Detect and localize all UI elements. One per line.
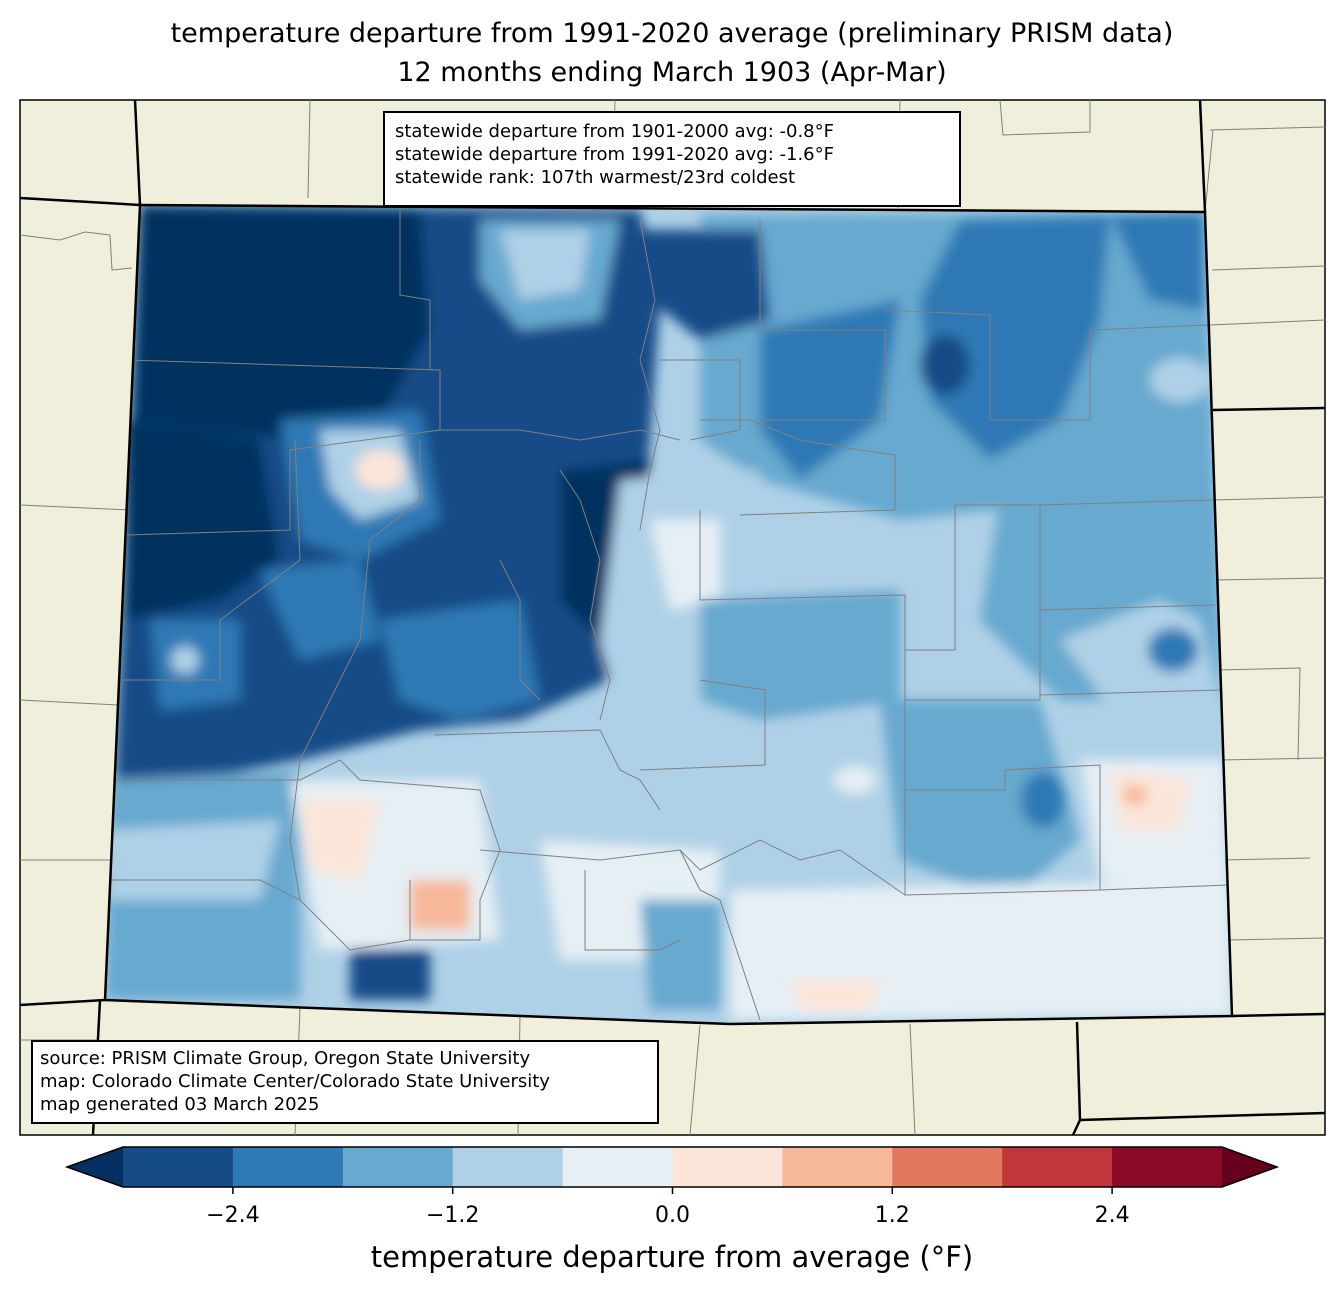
- colorbar-bin: [562, 1147, 673, 1187]
- state-borders: [19, 99, 1326, 1136]
- colorbar: [64, 1146, 1280, 1194]
- colorado-county-lines: [110, 210, 1229, 1021]
- colorbar-bin: [232, 1147, 344, 1187]
- colorbar-bin: [892, 1147, 1003, 1187]
- map-title-line2: 12 months ending March 1903 (Apr-Mar): [397, 57, 947, 88]
- colorbar-extend-high: [1222, 1147, 1277, 1187]
- map-title-line1: temperature departure from 1991-2020 ave…: [170, 18, 1174, 49]
- colorbar-tick-label: −1.2: [425, 1203, 480, 1228]
- credits-generated: map generated 03 March 2025: [40, 1094, 320, 1115]
- colorbar-outline: [64, 1146, 1280, 1188]
- colorbar-bin: [342, 1147, 454, 1187]
- credits-map: map: Colorado Climate Center/Colorado St…: [40, 1071, 550, 1092]
- stats-line-rank: statewide rank: 107th warmest/23rd colde…: [395, 167, 796, 188]
- colorbar-tick-label: 0.0: [655, 1203, 690, 1228]
- stats-line-1901-2000: statewide departure from 1901-2000 avg: …: [395, 121, 834, 142]
- colorbar-tick-label: 1.2: [874, 1203, 910, 1228]
- colorbar-bin: [1002, 1147, 1113, 1187]
- colorbar-bin: [123, 1147, 234, 1187]
- colorbar-extend-low: [67, 1147, 123, 1187]
- colorbar-label: temperature departure from average (°F): [370, 1240, 974, 1274]
- credits-box: source: PRISM Climate Group, Oregon Stat…: [31, 1040, 659, 1124]
- temperature-field: [105, 205, 1232, 1024]
- stats-line-1991-2020: statewide departure from 1991-2020 avg: …: [395, 144, 834, 165]
- colorbar-tick-label: 2.4: [1094, 1203, 1130, 1228]
- statewide-stats-box: statewide departure from 1901-2000 avg: …: [383, 111, 961, 207]
- colorbar-tick-label: −2.4: [206, 1203, 260, 1228]
- colorbar-bin: [1112, 1147, 1223, 1187]
- colorbar-bin: [452, 1147, 564, 1187]
- colorbar-bin: [782, 1147, 893, 1187]
- colorbar-bin: [672, 1147, 783, 1187]
- credits-source: source: PRISM Climate Group, Oregon Stat…: [40, 1048, 531, 1069]
